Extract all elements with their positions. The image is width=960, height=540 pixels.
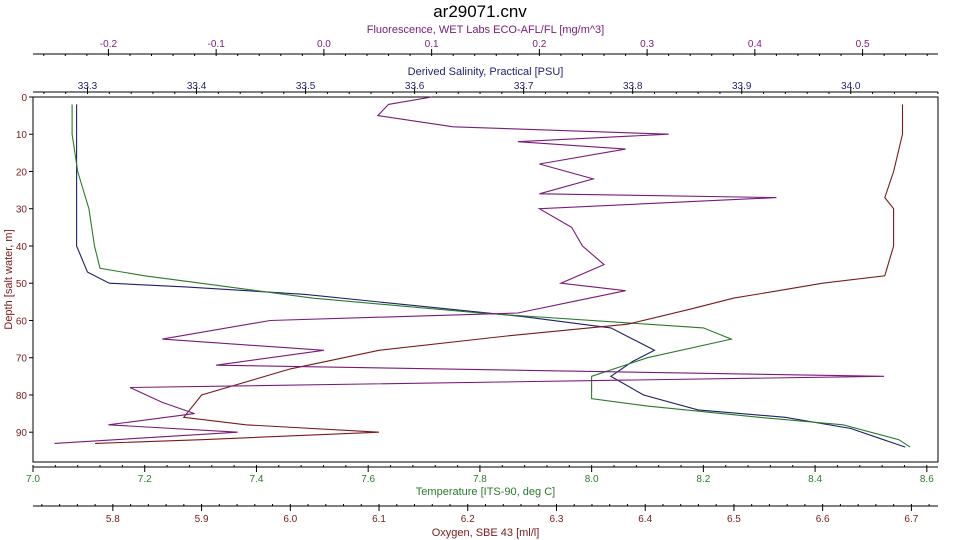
salinity-axis-label: Derived Salinity, Practical [PSU]: [408, 66, 564, 78]
salinity-tick-label: 34.0: [841, 81, 861, 92]
fluorescence-axis-label: Fluorescence, WET Labs ECO-AFL/FL [mg/m^…: [367, 24, 604, 36]
plot-frame: [32, 96, 939, 463]
salinity-tick-label: 33.9: [732, 81, 752, 92]
fluorescence-tick-label: 0.5: [856, 39, 870, 50]
temperature-axis-label: Temperature [ITS-90, deg C]: [416, 486, 555, 498]
salinity-tick-label: 33.7: [514, 81, 534, 92]
salinity-tick-label: 33.3: [78, 81, 98, 92]
oxygen-tick-label: 6.3: [550, 514, 564, 525]
oxygen-tick-label: 6.2: [461, 514, 475, 525]
temperature-tick-label: 8.4: [808, 474, 822, 485]
fluorescence-tick-label: -0.1: [208, 39, 226, 50]
fluorescence-profile-line: [54, 96, 885, 444]
fluorescence-tick-label: 0.1: [425, 39, 439, 50]
oxygen-tick-label: 6.4: [638, 514, 652, 525]
salinity-tick-label: 33.4: [187, 81, 207, 92]
depth-tick-label: 50: [16, 279, 28, 290]
fluorescence-tick-label: 0.2: [532, 39, 546, 50]
oxygen-tick-label: 5.9: [195, 514, 209, 525]
temperature-tick-label: 8.2: [696, 474, 710, 485]
depth-tick-label: 30: [16, 205, 28, 216]
oxygen-tick-label: 6.7: [904, 514, 918, 525]
fluorescence-tick-label: 0.4: [748, 39, 762, 50]
depth-tick-label: 70: [16, 354, 28, 365]
temperature-tick-label: 7.2: [138, 474, 152, 485]
depth-tick-label: 40: [16, 242, 28, 253]
depth-tick-label: 80: [16, 391, 28, 402]
series-layer: [54, 96, 911, 448]
oxygen-tick-label: 6.0: [283, 514, 297, 525]
oxygen-tick-label: 6.6: [816, 514, 830, 525]
temperature-profile-line: [71, 104, 911, 448]
fluorescence-tick-label: -0.2: [100, 39, 118, 50]
oxygen-tick-label: 6.1: [372, 514, 386, 525]
chart-title: ar29071.cnv: [433, 2, 527, 21]
depth-tick-label: 0: [21, 93, 27, 104]
temperature-tick-label: 7.8: [473, 474, 487, 485]
salinity-tick-label: 33.5: [296, 81, 316, 92]
salinity-profile-line: [76, 104, 906, 448]
oxygen-tick-label: 6.5: [727, 514, 741, 525]
depth-axis-label: Depth [salt water, m]: [3, 229, 15, 329]
depth-tick-label: 20: [16, 167, 28, 178]
depth-tick-label: 60: [16, 316, 28, 327]
oxygen-profile-line: [95, 104, 904, 444]
temperature-tick-label: 8.6: [920, 474, 934, 485]
oxygen-tick-label: 5.8: [106, 514, 120, 525]
fluorescence-tick-label: 0.3: [640, 39, 654, 50]
axes-layer: 0 10 20 30 40 50 60 70 80 90 Depth [salt water, m]…: [3, 24, 939, 539]
temperature-tick-label: 7.0: [26, 474, 40, 485]
oxygen-axis-label: Oxygen, SBE 43 [ml/l]: [432, 527, 540, 539]
salinity-tick-label: 33.8: [623, 81, 643, 92]
temperature-tick-label: 7.6: [361, 474, 375, 485]
temperature-tick-label: 7.4: [250, 474, 264, 485]
fluorescence-tick-label: 0.0: [317, 39, 331, 50]
temperature-tick-label: 8.0: [585, 474, 599, 485]
depth-tick-label: 90: [16, 428, 28, 439]
depth-tick-label: 10: [16, 130, 28, 141]
salinity-tick-label: 33.6: [405, 81, 425, 92]
